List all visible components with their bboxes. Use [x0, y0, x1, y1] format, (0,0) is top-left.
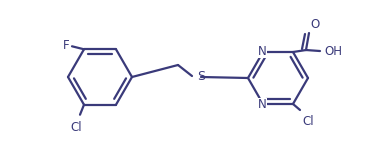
Text: F: F	[62, 39, 69, 52]
Text: N: N	[257, 45, 266, 57]
Text: Cl: Cl	[70, 121, 82, 134]
Text: OH: OH	[324, 45, 342, 57]
Text: S: S	[197, 70, 205, 84]
Text: O: O	[310, 18, 319, 31]
Text: N: N	[257, 98, 266, 111]
Text: Cl: Cl	[302, 115, 313, 128]
